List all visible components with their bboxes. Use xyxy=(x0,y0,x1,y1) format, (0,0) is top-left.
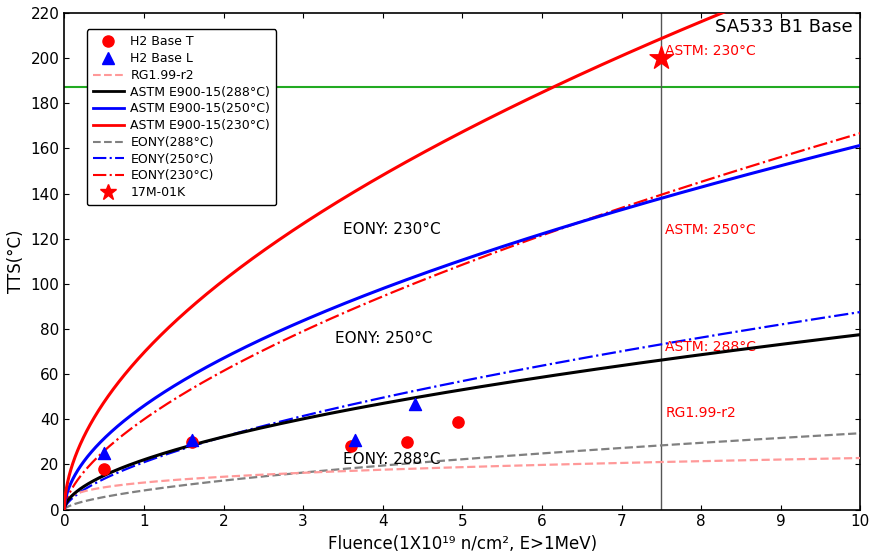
Text: EONY: 250°C: EONY: 250°C xyxy=(335,330,432,346)
Text: ASTM: 288°C: ASTM: 288°C xyxy=(666,340,756,354)
X-axis label: Fluence(1X10¹⁹ n/cm², E>1MeV): Fluence(1X10¹⁹ n/cm², E>1MeV) xyxy=(328,535,597,553)
Legend: H2 Base T, H2 Base L, RG1.99-r2, ASTM E900-15(288°C), ASTM E900-15(250°C), ASTM : H2 Base T, H2 Base L, RG1.99-r2, ASTM E9… xyxy=(87,29,276,206)
Text: EONY: 288°C: EONY: 288°C xyxy=(343,452,440,468)
Point xyxy=(348,435,362,444)
Text: ASTM: 230°C: ASTM: 230°C xyxy=(666,44,756,58)
Point xyxy=(185,437,199,446)
Point xyxy=(452,417,466,426)
Point xyxy=(97,465,111,474)
Point xyxy=(344,442,358,451)
Text: ASTM: 250°C: ASTM: 250°C xyxy=(666,223,756,237)
Text: RG1.99-r2: RG1.99-r2 xyxy=(666,405,736,419)
Text: SA533 B1 Base: SA533 B1 Base xyxy=(715,18,852,36)
Point xyxy=(97,449,111,458)
Point xyxy=(185,435,199,444)
Y-axis label: TTS(°C): TTS(°C) xyxy=(7,230,25,293)
Point xyxy=(408,399,422,408)
Text: EONY: 230°C: EONY: 230°C xyxy=(343,222,440,237)
Point xyxy=(400,437,414,446)
Point xyxy=(654,54,668,63)
